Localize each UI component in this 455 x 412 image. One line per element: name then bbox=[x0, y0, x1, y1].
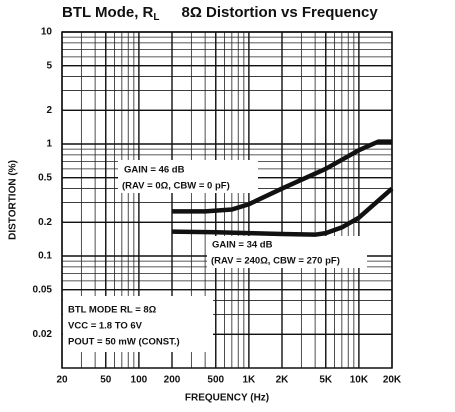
chart-title: BTL Mode, RL 8Ω Distortion vs Frequency bbox=[62, 4, 378, 23]
annotation: VCC = 1.8 TO 6V bbox=[68, 321, 143, 332]
series-line bbox=[171, 186, 394, 237]
y-tick-label: 0.05 bbox=[33, 284, 53, 295]
annotation: POUT = 50 mW (CONST.) bbox=[68, 337, 180, 348]
y-tick-label: 0.02 bbox=[33, 329, 53, 340]
x-tick-label: 5K bbox=[319, 375, 333, 386]
annotation: BTL MODE RL = 8Ω bbox=[68, 305, 157, 316]
label-background bbox=[118, 160, 258, 193]
x-tick-label: 2K bbox=[276, 375, 290, 386]
label-background bbox=[207, 236, 367, 268]
y-tick-label: 5 bbox=[46, 60, 52, 71]
series-line bbox=[172, 139, 392, 214]
y-tick-label: 0.1 bbox=[38, 251, 52, 262]
x-tick-label: 50 bbox=[100, 375, 112, 386]
y-tick-label: 0.2 bbox=[38, 217, 52, 228]
annotation: (RAV = 0Ω, CBW = 0 pF) bbox=[122, 181, 230, 192]
legend-box bbox=[63, 296, 213, 352]
series-label: GAIN = 46 dB bbox=[124, 165, 185, 176]
y-tick-label: 10 bbox=[41, 27, 53, 38]
x-tick-label: 20K bbox=[383, 375, 402, 386]
x-tick-label: 10K bbox=[350, 375, 369, 386]
x-tick-label: 20 bbox=[56, 375, 68, 386]
y-tick-label: 2 bbox=[46, 105, 52, 116]
x-tick-label: 500 bbox=[207, 375, 224, 386]
x-axis-label: FREQUENCY (Hz) bbox=[185, 393, 269, 404]
x-tick-label: 1K bbox=[242, 375, 256, 386]
y-tick-label: 0.5 bbox=[38, 172, 52, 183]
x-tick-label: 200 bbox=[164, 375, 181, 386]
y-axis-label: DISTORTION (%) bbox=[8, 160, 19, 240]
series-label: GAIN = 34 dB bbox=[212, 240, 273, 251]
x-tick-label: 100 bbox=[131, 375, 148, 386]
y-tick-label: 1 bbox=[46, 139, 52, 150]
annotation: (RAV = 240Ω, CBW = 270 pF) bbox=[211, 256, 340, 267]
